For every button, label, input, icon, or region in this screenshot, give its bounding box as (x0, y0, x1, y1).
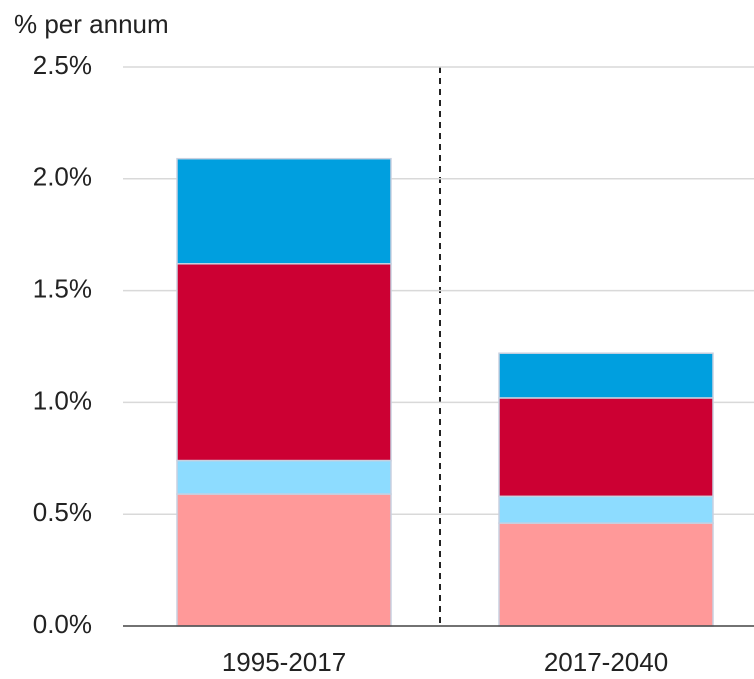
y-tick-label: 2.5% (33, 50, 92, 80)
y-tick-label: 1.0% (33, 385, 92, 415)
bar-segment (498, 397, 714, 498)
bar-segment (176, 459, 392, 495)
bar-segment (498, 352, 714, 399)
y-tick-label: 2.0% (33, 162, 92, 192)
y-tick-label: 1.5% (33, 273, 92, 303)
y-tick-label: 0.0% (33, 609, 92, 639)
y-tick-label: 0.5% (33, 497, 92, 527)
bar-segment (176, 493, 392, 627)
bar-segment (176, 157, 392, 265)
bar-segment (498, 522, 714, 627)
x-tick-label: 1995-2017 (222, 647, 346, 677)
bar-segment (498, 495, 714, 524)
y-axis-label: % per annum (14, 9, 169, 39)
x-tick-label: 2017-2040 (544, 647, 668, 677)
bar-segment (176, 263, 392, 462)
